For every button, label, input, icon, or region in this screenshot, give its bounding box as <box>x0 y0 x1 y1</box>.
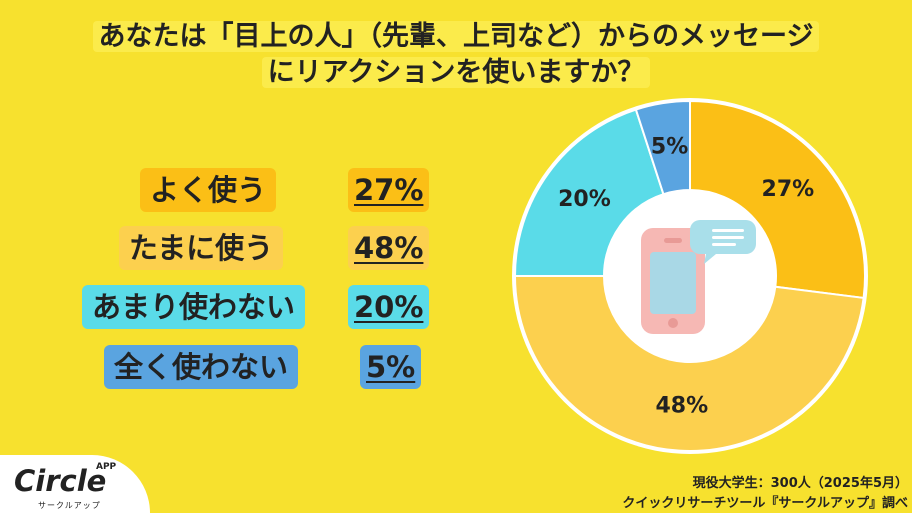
title-line-2: にリアクションを使いますか？ <box>0 50 912 89</box>
slice-label-often: 27% <box>762 177 815 202</box>
legend-value-sometimes: 48% <box>348 226 430 270</box>
legend-value-often: 27% <box>348 168 430 212</box>
slice-label-never: 5% <box>651 135 688 160</box>
legend-label-rarely: あまり使わない <box>82 285 306 329</box>
logo: Circle <box>14 464 107 498</box>
logo-superscript: APP <box>96 462 117 472</box>
slice-often <box>689 99 866 300</box>
logo-badge <box>0 455 150 513</box>
slice-sometimes <box>513 275 865 452</box>
slice-label-rarely: 20% <box>558 187 611 212</box>
slice-rarely <box>513 108 665 277</box>
source-note-2: クイックリサーチツール『サークルアップ』調べ <box>622 496 908 511</box>
title-line-1: あなたは「目上の人」（先輩、上司など）からのメッセージ <box>0 14 912 53</box>
source-note-1: 現役大学生：300人（2025年5月） <box>692 476 908 491</box>
logo-subtitle: サークルアップ <box>38 501 101 510</box>
legend-label-never: 全く使わない <box>104 345 299 389</box>
legend-value-never: 5% <box>360 345 422 389</box>
slice-label-sometimes: 48% <box>655 394 708 419</box>
slice-never <box>634 99 691 196</box>
smartphone-chat-icon <box>641 220 756 334</box>
legend-label-often: よく使う <box>140 168 277 212</box>
chart-title: あなたは「目上の人」（先輩、上司など）からのメッセージ にリアクションを使います… <box>0 0 912 92</box>
legend-label-sometimes: たまに使う <box>119 226 284 270</box>
legend-value-rarely: 20% <box>348 285 430 329</box>
